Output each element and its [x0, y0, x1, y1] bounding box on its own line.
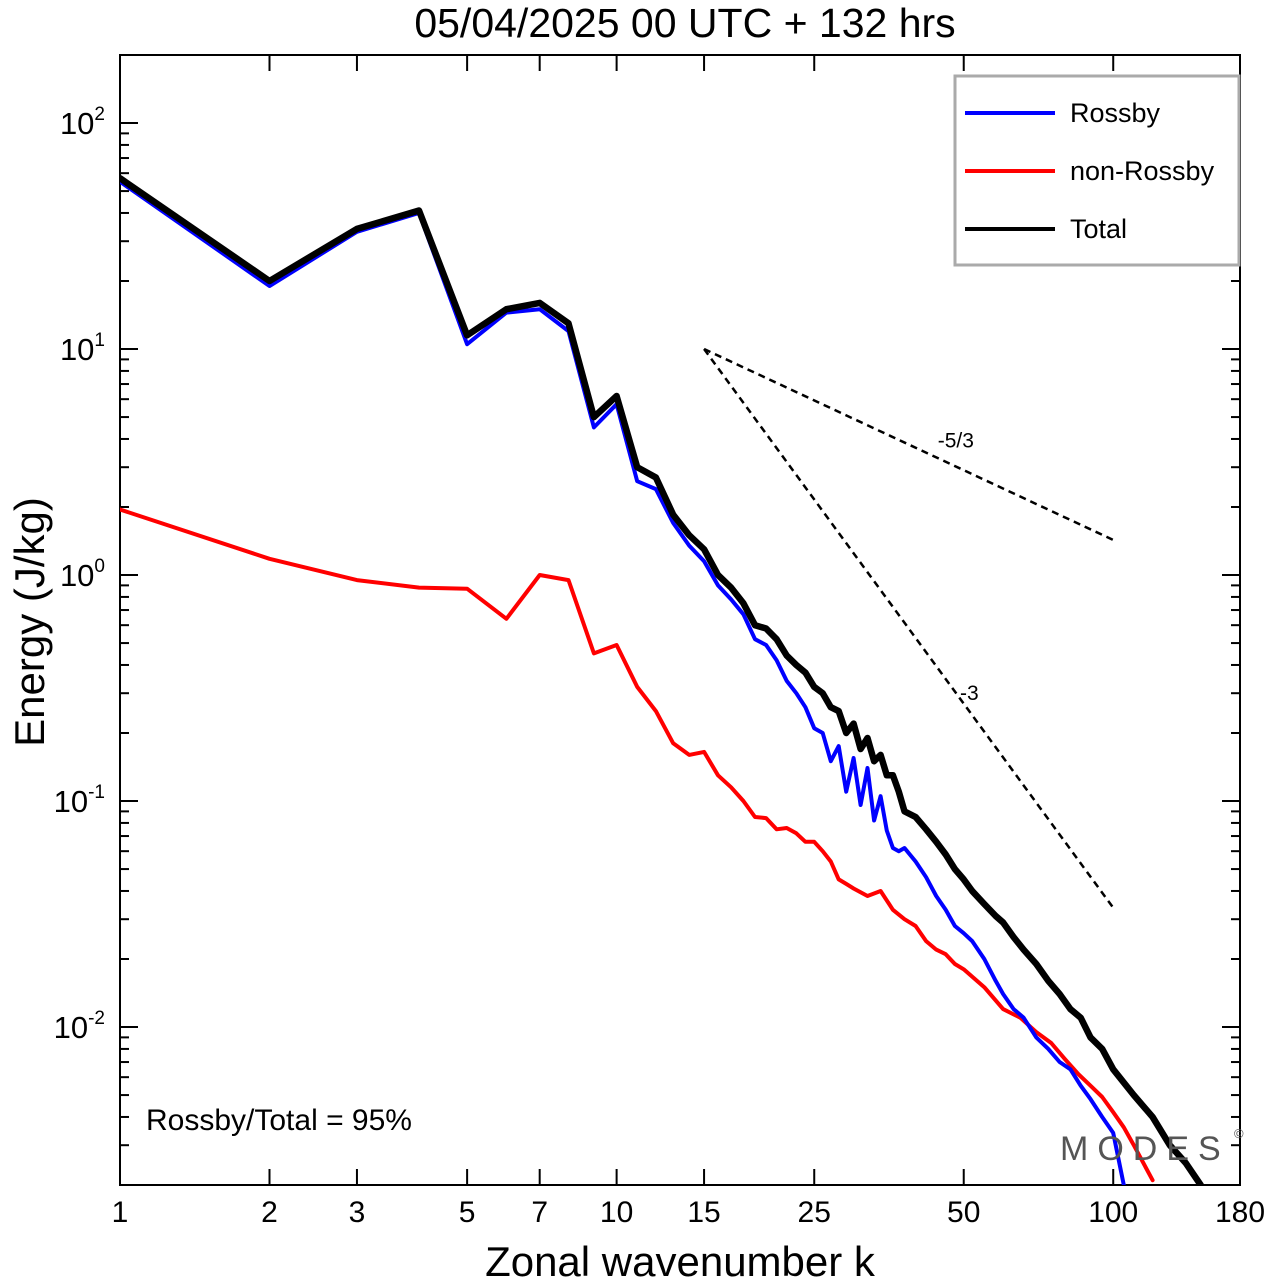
legend-label: Rossby: [1070, 98, 1161, 128]
y-tick-label: 10-2: [54, 1008, 105, 1045]
plot-area: 1 2 3 5 7 10 15 25 50 100 18010210110010-110-2-5/3…: [54, 54, 1265, 1229]
watermark-copyright: ©: [1234, 1126, 1244, 1141]
slope-label: -5/3: [938, 429, 974, 452]
y-tick-exponent: 1: [94, 330, 105, 351]
series-line-rossby: [120, 179, 1126, 1185]
y-tick-base: 10: [54, 1010, 88, 1045]
y-tick-label: 102: [60, 104, 105, 141]
y-tick-label: 101: [60, 330, 105, 367]
x-tick-label: 3: [349, 1196, 366, 1229]
x-tick-label: 7: [531, 1196, 548, 1229]
series-line-non-rossby: [120, 507, 1155, 1183]
legend-label: non-Rossby: [1070, 156, 1215, 186]
x-tick-label: 25: [798, 1196, 831, 1229]
series-line-total: [120, 174, 1204, 1185]
y-tick-base: 10: [60, 332, 94, 367]
y-tick-exponent: 2: [94, 104, 105, 125]
y-tick-exponent: -1: [88, 782, 105, 803]
legend: Rossby non-Rossby Total: [953, 74, 1241, 267]
y-axis-label: Energy (J/kg): [6, 497, 53, 747]
y-tick-label: 10-1: [54, 782, 105, 819]
y-tick-label: 100: [60, 556, 105, 593]
x-tick-label: 15: [687, 1196, 720, 1229]
modes-watermark: MODES ©: [1060, 1126, 1244, 1168]
x-tick-label: 2: [261, 1196, 278, 1229]
series-group: [120, 174, 1204, 1185]
x-tick-label: 10: [600, 1196, 633, 1229]
chart-title: 05/04/2025 00 UTC + 132 hrs: [414, 0, 955, 46]
x-tick-label: 5: [459, 1196, 476, 1229]
x-tick-label: 180: [1215, 1196, 1265, 1229]
slope-line-minus-5-3: [703, 347, 1114, 542]
y-tick-base: 10: [60, 106, 94, 141]
x-tick-label: 100: [1088, 1196, 1138, 1229]
legend-label: Total: [1070, 214, 1127, 244]
slope-label: -3: [960, 682, 979, 705]
x-tick-label: 1: [112, 1196, 129, 1229]
slope-line-minus-3: [703, 348, 1115, 909]
watermark-text: MODES: [1060, 1130, 1230, 1168]
ratio-annotation: Rossby/Total = 95%: [146, 1104, 412, 1137]
y-tick-base: 10: [54, 784, 88, 819]
x-tick-label: 50: [947, 1196, 980, 1229]
plot-frame: [119, 54, 1241, 1186]
y-tick-exponent: 0: [94, 556, 105, 577]
x-axis-label: Zonal wavenumber k: [485, 1238, 876, 1281]
y-tick-base: 10: [60, 558, 94, 593]
y-tick-exponent: -2: [88, 1008, 105, 1029]
